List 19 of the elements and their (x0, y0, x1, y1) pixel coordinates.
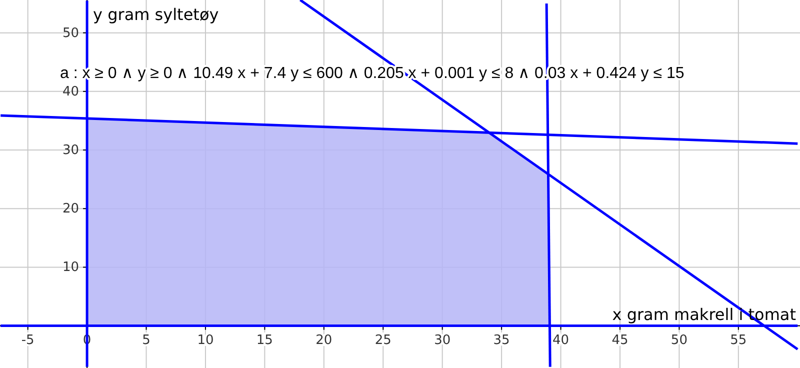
y-axis-title: y gram syltetøy (93, 5, 219, 24)
x-tick-label: 40 (552, 332, 570, 348)
y-tick-label: 10 (62, 260, 80, 276)
x-tick-label: 30 (434, 332, 451, 348)
x-tick-label: 10 (197, 332, 214, 348)
x-tick-label: 45 (612, 332, 628, 348)
y-tick-label: 40 (62, 84, 80, 100)
x-axis-title: x gram makrell i tomat (612, 304, 796, 324)
x-tick-label: 20 (316, 332, 332, 348)
y-tick-label: 30 (62, 143, 80, 158)
y-tick-label: 20 (62, 202, 80, 217)
x-tick-label: -5 (21, 332, 34, 348)
x-tick-label: 15 (256, 332, 273, 348)
x-tick-label: 5 (142, 332, 150, 348)
x-tick-label: 50 (670, 332, 688, 348)
y-tick-label: 50 (62, 26, 80, 41)
x-tick-label: 55 (730, 332, 747, 348)
x-tick-label: 35 (493, 332, 510, 348)
x-tick-label: 25 (374, 332, 392, 348)
